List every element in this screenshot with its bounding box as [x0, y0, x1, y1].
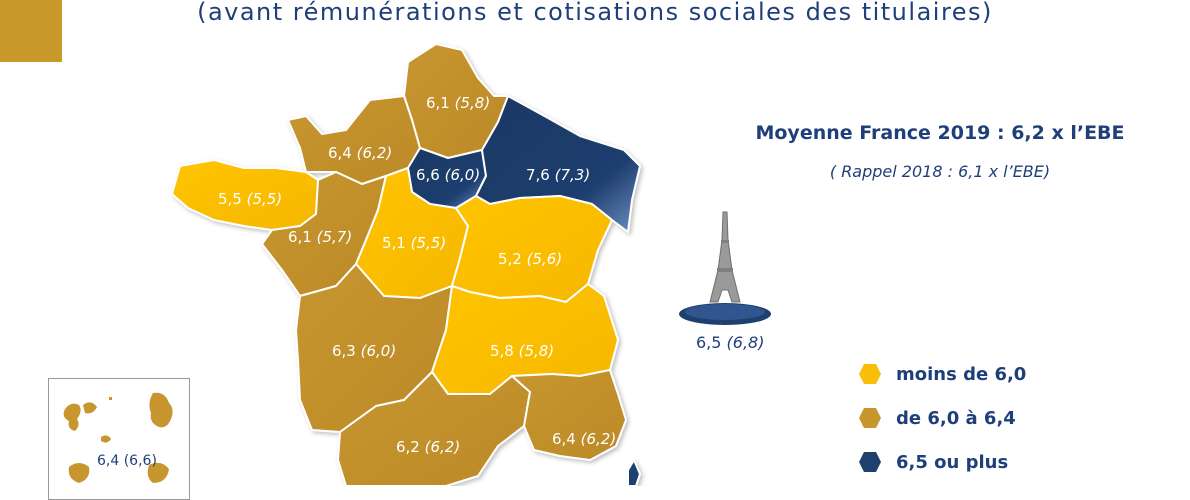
- hexagon-icon: [859, 408, 881, 428]
- region-value-auvergne-rhone-alpes: 5,8 (5,8): [490, 342, 554, 360]
- hexagon-icon: [859, 452, 881, 472]
- legend-item-below: moins de 6,0: [858, 352, 1026, 396]
- region-value-pays-de-la-loire: 6,1 (5,7): [288, 228, 352, 246]
- region-value-occitanie: 6,2 (6,2): [396, 438, 460, 456]
- region-provence-alpes-cote-dazur: [511, 369, 627, 461]
- paris-value: 6,5 (6,8): [696, 333, 765, 352]
- map-legend: moins de 6,0 de 6,0 à 6,4 6,5 ou plus: [858, 352, 1026, 484]
- region-value-provence-alpes-cote-dazur: 6,4 (6,2): [552, 430, 616, 448]
- overseas-islands: [63, 392, 173, 483]
- region-value-centre-val-de-loire: 5,1 (5,5): [382, 234, 446, 252]
- corner-accent: [0, 0, 62, 62]
- legend-item-high: 6,5 ou plus: [858, 440, 1026, 484]
- region-value-grand-est: 7,6 (7,3): [526, 166, 590, 184]
- region-value-ile-de-france: 6,6 (6,0): [416, 166, 480, 184]
- overseas-inset: 6,4 (6,6): [48, 378, 190, 500]
- region-value-bourgogne-franche-comte: 5,2 (5,6): [498, 250, 562, 268]
- overseas-value: 6,4 (6,6): [97, 453, 157, 469]
- region-value-nouvelle-aquitaine: 6,3 (6,0): [332, 342, 396, 360]
- reminder-2018: ( Rappel 2018 : 6,1 x l’EBE): [829, 162, 1051, 181]
- national-average-2019: Moyenne France 2019 : 6,2 x l’EBE: [755, 122, 1125, 144]
- legend-item-middle: de 6,0 à 6,4: [858, 396, 1026, 440]
- france-regions-map: 6,1 (5,8) 6,4 (6,2) 5,5 (5,5) 6,6 (6,0) 7,6 …: [171, 43, 641, 486]
- eiffel-tower-icon: [679, 211, 771, 325]
- region-value-normandie: 6,4 (6,2): [328, 144, 392, 162]
- corsica-island: [627, 459, 641, 486]
- map-subtitle: (avant rémunérations et cotisations soci…: [197, 0, 993, 26]
- region-value-bretagne: 5,5 (5,5): [218, 190, 282, 208]
- hexagon-icon: [859, 364, 881, 384]
- region-value-hauts-de-france: 6,1 (5,8): [426, 94, 490, 112]
